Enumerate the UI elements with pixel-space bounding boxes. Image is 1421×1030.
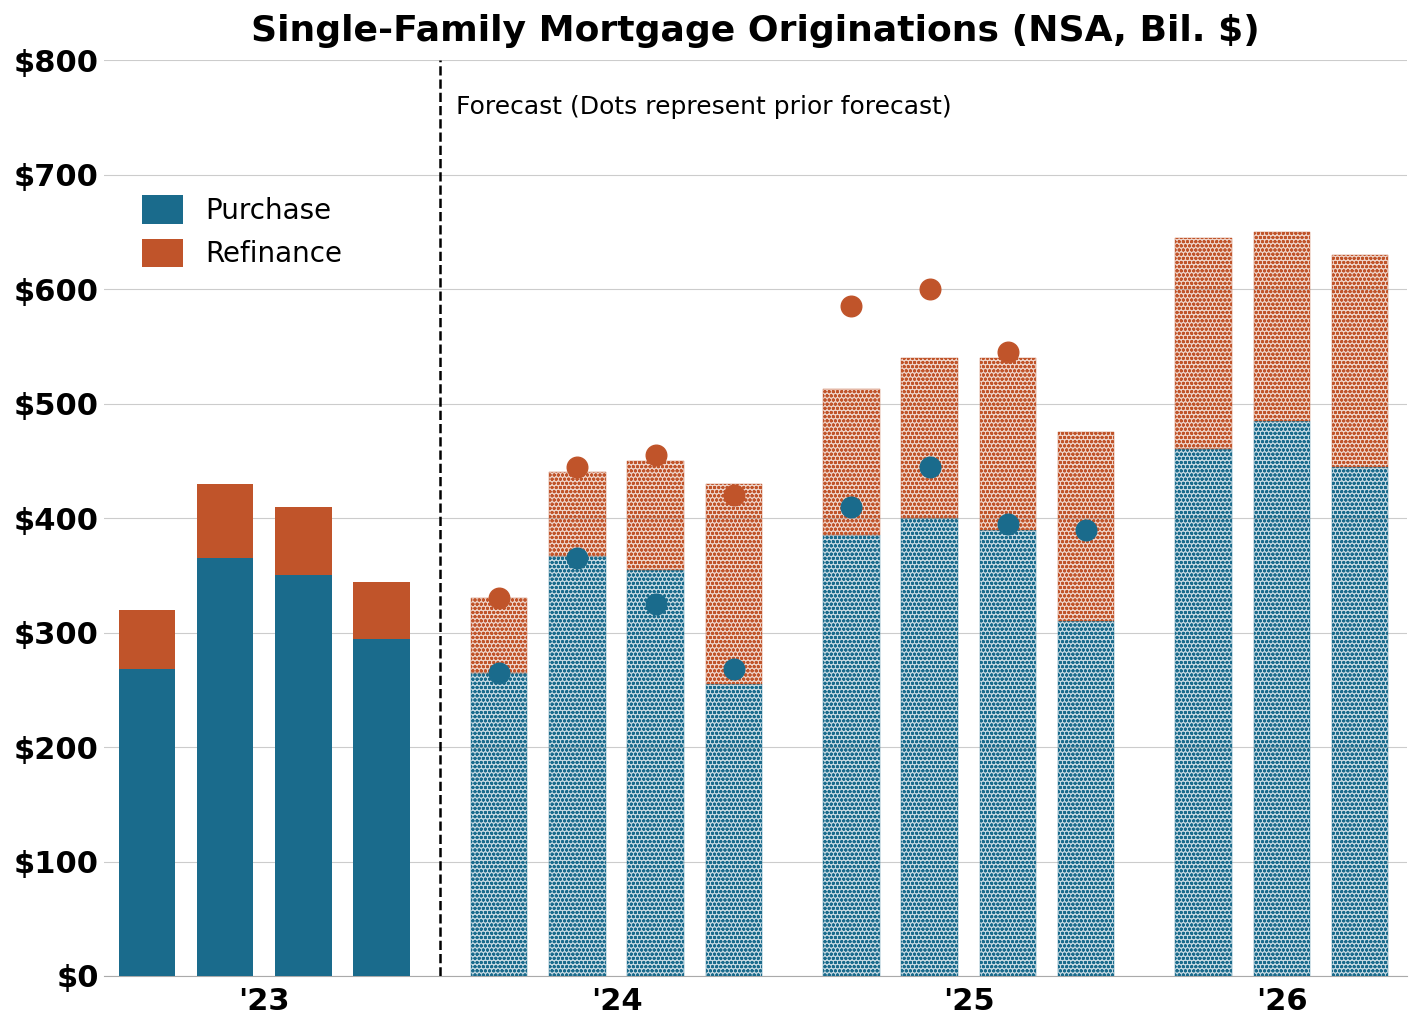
- Bar: [823, 389, 880, 536]
- Bar: [549, 473, 605, 556]
- Point: [840, 298, 863, 314]
- Bar: [706, 684, 762, 976]
- Bar: [1253, 421, 1310, 976]
- Bar: [628, 570, 684, 976]
- Bar: [628, 461, 684, 570]
- Bar: [1175, 238, 1232, 449]
- Title: Single-Family Mortgage Originations (NSA, Bil. $): Single-Family Mortgage Originations (NSA…: [252, 13, 1260, 47]
- Point: [566, 458, 588, 475]
- Bar: [628, 461, 684, 570]
- Bar: [1253, 232, 1310, 421]
- Bar: [276, 576, 331, 976]
- Point: [487, 664, 510, 681]
- Bar: [1175, 449, 1232, 976]
- Bar: [198, 558, 253, 976]
- Bar: [706, 484, 762, 684]
- Bar: [198, 484, 253, 558]
- Bar: [628, 570, 684, 976]
- Point: [918, 281, 941, 298]
- Bar: [1059, 433, 1114, 621]
- Point: [840, 499, 863, 515]
- Bar: [1175, 238, 1232, 449]
- Point: [487, 590, 510, 607]
- Bar: [470, 598, 527, 673]
- Bar: [979, 529, 1036, 976]
- Bar: [901, 518, 958, 976]
- Bar: [1253, 421, 1310, 976]
- Text: Forecast (Dots represent prior forecast): Forecast (Dots represent prior forecast): [456, 95, 952, 118]
- Legend: Purchase, Refinance: Purchase, Refinance: [131, 184, 354, 279]
- Bar: [1331, 254, 1388, 467]
- Bar: [1059, 433, 1114, 621]
- Bar: [1059, 621, 1114, 976]
- Bar: [979, 357, 1036, 529]
- Bar: [1331, 467, 1388, 976]
- Bar: [276, 507, 331, 576]
- Bar: [354, 582, 409, 640]
- Bar: [979, 529, 1036, 976]
- Bar: [549, 556, 605, 976]
- Point: [722, 661, 745, 678]
- Point: [644, 447, 666, 464]
- Bar: [1253, 232, 1310, 421]
- Bar: [706, 684, 762, 976]
- Bar: [118, 670, 175, 976]
- Bar: [901, 357, 958, 518]
- Bar: [823, 389, 880, 536]
- Bar: [1331, 467, 1388, 976]
- Point: [722, 487, 745, 504]
- Point: [644, 595, 666, 612]
- Point: [1074, 521, 1097, 538]
- Point: [918, 458, 941, 475]
- Point: [566, 550, 588, 566]
- Bar: [1331, 254, 1388, 467]
- Bar: [901, 357, 958, 518]
- Bar: [823, 536, 880, 976]
- Point: [996, 516, 1019, 533]
- Bar: [354, 640, 409, 976]
- Bar: [118, 610, 175, 670]
- Bar: [823, 536, 880, 976]
- Bar: [979, 357, 1036, 529]
- Bar: [470, 673, 527, 976]
- Bar: [549, 473, 605, 556]
- Bar: [549, 556, 605, 976]
- Bar: [1175, 449, 1232, 976]
- Bar: [470, 673, 527, 976]
- Point: [996, 344, 1019, 360]
- Bar: [901, 518, 958, 976]
- Bar: [1059, 621, 1114, 976]
- Bar: [470, 598, 527, 673]
- Bar: [706, 484, 762, 684]
